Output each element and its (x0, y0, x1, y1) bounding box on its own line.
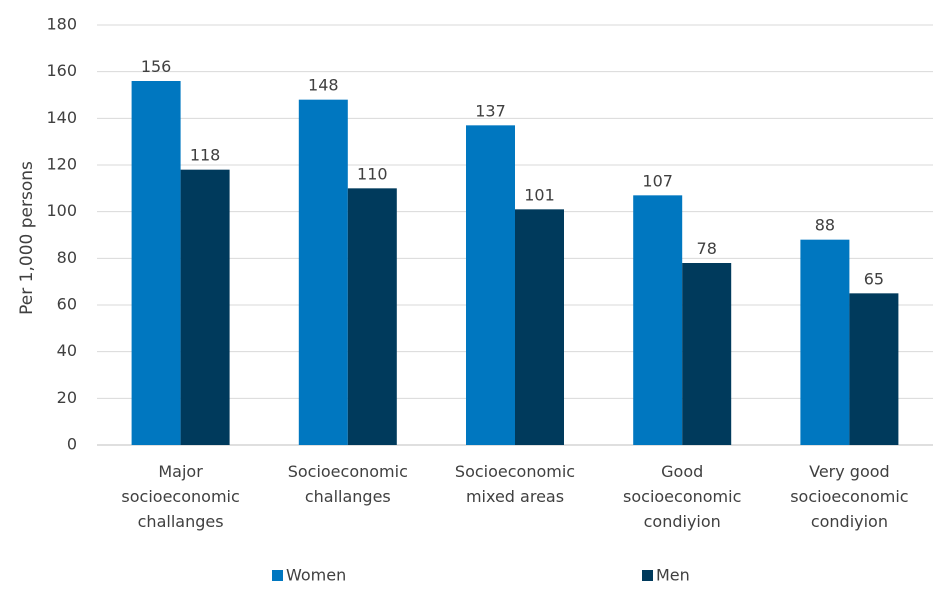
x-category-label: Major socioeconomic challanges (121, 462, 239, 531)
data-label: 65 (864, 269, 884, 288)
bar-men (682, 263, 732, 445)
legend: Women Men (272, 566, 690, 585)
bar-women (131, 81, 181, 445)
legend-label-men: Men (656, 566, 690, 585)
legend-label-women: Women (286, 566, 346, 585)
data-label: 107 (642, 171, 673, 190)
data-label: 148 (308, 76, 339, 95)
y-tick-label: 40 (57, 341, 77, 360)
y-axis-label: Per 1,000 persons (17, 161, 37, 315)
y-tick-label: 0 (67, 435, 77, 454)
y-tick-label: 80 (57, 248, 77, 267)
bar-women (633, 195, 683, 445)
y-tick-label: 60 (57, 295, 77, 314)
legend-swatch-men (642, 570, 653, 581)
data-label: 78 (697, 239, 717, 258)
y-tick-label: 180 (46, 15, 77, 34)
data-label: 88 (815, 216, 835, 235)
x-category-label: Socioeconomic mixed areas (455, 462, 575, 506)
bar-women (466, 125, 515, 445)
data-label: 118 (190, 146, 221, 165)
y-tick-label: 120 (46, 155, 77, 174)
x-axis-categories: Major socioeconomic challanges Socioeconomi… (121, 462, 908, 531)
y-tick-label: 160 (46, 61, 77, 80)
bar-women (298, 99, 348, 446)
bar-men (515, 209, 564, 445)
data-labels: 156 148 137 107 88 118 110 101 78 65 (141, 57, 884, 288)
bars (131, 81, 899, 446)
bar-men (849, 293, 899, 445)
bar-women (800, 239, 850, 445)
bar-men (347, 188, 397, 446)
x-category-label: Good socioeconomic condiyion (623, 462, 741, 531)
y-tick-label: 140 (46, 108, 77, 127)
y-axis-ticks: 0 20 40 60 80 100 120 140 160 180 (46, 15, 77, 454)
data-label: 110 (357, 164, 388, 183)
data-label: 137 (475, 101, 506, 120)
legend-swatch-women (272, 570, 283, 581)
y-tick-label: 20 (57, 388, 77, 407)
y-tick-label: 100 (46, 201, 77, 220)
data-label: 156 (141, 57, 172, 76)
bar-men (180, 169, 230, 445)
x-category-label: Very good socioeconomic condiyion (790, 462, 908, 531)
data-label: 101 (524, 185, 555, 204)
x-category-label: Socioeconomic challanges (288, 462, 408, 506)
